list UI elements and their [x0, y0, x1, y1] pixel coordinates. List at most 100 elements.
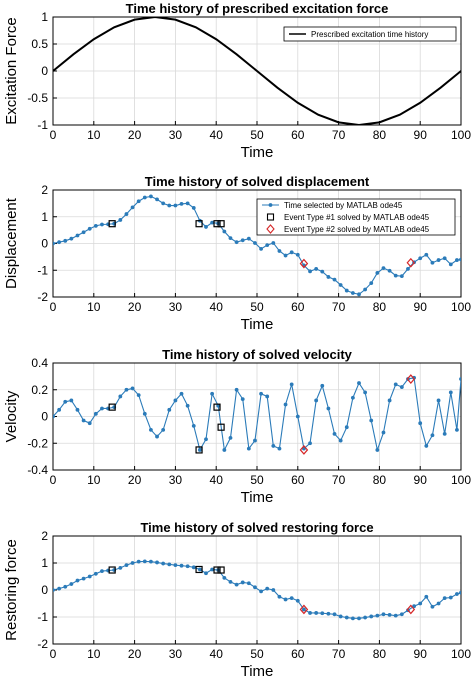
- legend-box: [256, 198, 456, 236]
- data-point: [455, 592, 459, 596]
- y-tick-label: -1: [37, 263, 48, 277]
- data-point: [430, 433, 435, 438]
- data-point: [295, 598, 300, 603]
- data-point: [253, 438, 257, 443]
- data-point: [302, 607, 306, 612]
- y-axis-label: Displacement: [3, 197, 20, 289]
- data-point: [375, 448, 380, 452]
- data-point: [344, 425, 349, 430]
- data-point: [197, 448, 202, 452]
- y-axis-label: Excitation Force: [3, 17, 20, 125]
- data-point: [118, 218, 123, 222]
- legend-label: Time selected by MATLAB ode45: [284, 201, 403, 210]
- x-tick-label: 30: [169, 300, 183, 314]
- data-point: [240, 238, 245, 243]
- x-tick-label: 70: [332, 647, 346, 661]
- data-point: [124, 563, 129, 568]
- data-point: [185, 564, 190, 569]
- chart-title: Time history of solved displacement: [145, 174, 370, 189]
- x-tick-label: 80: [373, 473, 387, 487]
- data-point: [387, 612, 392, 617]
- data-point: [167, 562, 172, 567]
- data-point: [381, 430, 386, 435]
- y-tick-label: 2: [41, 529, 48, 543]
- data-point: [136, 559, 141, 564]
- x-tick-label: 80: [373, 128, 387, 142]
- data-point: [185, 403, 190, 408]
- data-point: [253, 241, 257, 245]
- data-point: [412, 375, 416, 380]
- x-axis-label: Time: [241, 663, 274, 680]
- data-point: [289, 250, 294, 255]
- data-point: [459, 377, 461, 381]
- data-point: [418, 601, 423, 606]
- data-point: [69, 398, 74, 403]
- data-point: [363, 615, 368, 620]
- legend-swatch-marker: [268, 203, 273, 207]
- data-point: [332, 277, 337, 282]
- y-tick-label: -0.4: [27, 463, 48, 477]
- data-point: [179, 202, 184, 206]
- data-point: [399, 612, 404, 617]
- data-point: [179, 391, 184, 396]
- y-tick-label: -1: [37, 610, 48, 624]
- x-tick-label: 60: [291, 300, 305, 314]
- event2-marker: [406, 374, 416, 384]
- panel-1: 0 10 20 30 40 50 60 70 80 90 100 -1 -0.5 0 0.5 1 Time hi…: [3, 1, 471, 161]
- data-point: [459, 590, 461, 595]
- data-point: [369, 281, 374, 285]
- y-tick-label: -2: [37, 290, 48, 304]
- legend: Prescribed excitation time history: [283, 26, 457, 42]
- data-point: [130, 386, 135, 391]
- panel-2: 0 10 20 30 40 50 60 70 80 90 100 -2 -1 0 1 2 Time histor…: [3, 174, 471, 333]
- data-point: [149, 559, 153, 564]
- data-point: [191, 206, 196, 210]
- data-point: [375, 271, 380, 275]
- data-point: [399, 385, 404, 389]
- data-point: [314, 267, 319, 271]
- data-point: [87, 574, 92, 579]
- data-point: [155, 197, 159, 202]
- event1-marker: [108, 566, 116, 574]
- data-point: [430, 604, 435, 609]
- data-point: [155, 560, 159, 565]
- data-point: [436, 258, 441, 262]
- data-point: [369, 418, 374, 423]
- data-point: [436, 601, 441, 606]
- data-point: [191, 565, 196, 570]
- data-point: [271, 588, 276, 592]
- data-point: [265, 394, 270, 399]
- x-tick-label: 80: [373, 300, 387, 314]
- data-point: [259, 391, 263, 396]
- data-point: [320, 383, 325, 388]
- chart-title: Time history of solved velocity: [162, 347, 353, 362]
- data-point: [455, 258, 459, 262]
- data-point: [363, 390, 368, 395]
- x-tick-label: 60: [291, 473, 305, 487]
- data-point: [308, 611, 312, 615]
- data-point: [357, 616, 361, 621]
- data-point: [149, 427, 153, 432]
- data-point: [424, 594, 429, 599]
- x-tick-label: 10: [87, 473, 101, 487]
- data-point: [57, 407, 62, 412]
- event2-marker: [406, 604, 416, 615]
- data-point: [57, 240, 62, 245]
- data-point: [191, 423, 196, 428]
- event1-marker: [195, 565, 203, 574]
- y-tick-label: -2: [37, 637, 48, 651]
- x-tick-label: 80: [373, 647, 387, 661]
- data-point: [459, 257, 461, 262]
- data-point: [283, 253, 288, 258]
- data-point: [399, 274, 404, 279]
- event1-marker: [213, 566, 221, 574]
- data-point: [320, 611, 325, 616]
- data-point: [326, 611, 331, 616]
- data-point: [357, 381, 361, 385]
- event1-marker: [195, 220, 203, 228]
- data-point: [387, 268, 392, 273]
- data-point: [271, 444, 276, 448]
- data-point: [204, 225, 208, 229]
- data-point: [455, 427, 459, 432]
